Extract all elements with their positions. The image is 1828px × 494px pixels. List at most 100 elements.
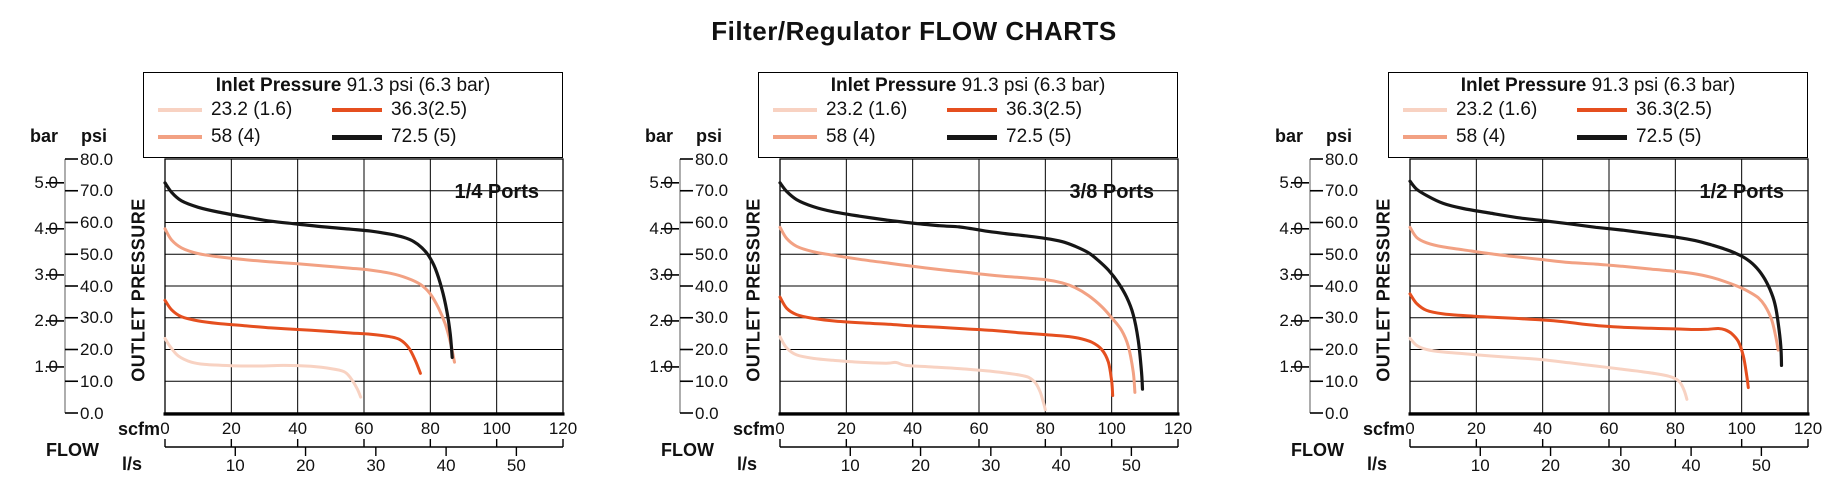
bar-tick-label: 1.0 bbox=[34, 357, 58, 377]
legend-label: 58 (4) bbox=[211, 126, 261, 147]
legend: Inlet Pressure 91.3 psi (6.3 bar) 23.2 (… bbox=[758, 72, 1178, 158]
ls-tick-label: 30 bbox=[366, 456, 386, 475]
psi-tick-label: 40.0 bbox=[1325, 276, 1359, 296]
ls-tick-label: 50 bbox=[1121, 456, 1141, 475]
y-axis-label: OUTLET PRESSURE bbox=[1373, 198, 1394, 382]
legend-entry: 58 (4) bbox=[1403, 126, 1506, 148]
legend-swatch-23-2 bbox=[158, 108, 202, 112]
page-title: Filter/Regulator FLOW CHARTS bbox=[711, 16, 1117, 46]
y-axis-label: OUTLET PRESSURE bbox=[743, 198, 764, 382]
psi-tick-label: 30.0 bbox=[695, 308, 729, 328]
bar-tick-label: 3.0 bbox=[649, 265, 673, 285]
curve-58-4- bbox=[778, 225, 1137, 394]
y-axis-label: OUTLET PRESSURE bbox=[128, 198, 149, 382]
curve-36-3-2-5- bbox=[1408, 292, 1750, 390]
bar-tick-label: 5.0 bbox=[649, 173, 673, 193]
legend-label: 36.3(2.5) bbox=[1636, 99, 1713, 120]
legend-entry: 23.2 (1.6) bbox=[158, 99, 292, 121]
scfm-unit-label: scfm bbox=[732, 419, 775, 439]
bar-tick-label: 4.0 bbox=[34, 219, 58, 239]
scfm-tick-label: 80 bbox=[1665, 419, 1685, 438]
scfm-tick-label: 120 bbox=[548, 419, 578, 438]
scfm-tick-label: 100 bbox=[482, 419, 511, 438]
legend-entry: 23.2 (1.6) bbox=[773, 99, 907, 121]
ls-tick-label: 20 bbox=[911, 456, 930, 475]
legend-swatch-58 bbox=[158, 135, 202, 139]
legend-title: Inlet Pressure 91.3 psi (6.3 bar) bbox=[1389, 75, 1807, 97]
scfm-tick-label: 20 bbox=[836, 419, 856, 438]
chart-canvas-three-eighth-ports bbox=[661, 158, 1180, 456]
bar-tick-label: 5.0 bbox=[1279, 173, 1303, 193]
ls-tick-label: 40 bbox=[436, 456, 456, 475]
scfm-tick-label: 0 bbox=[160, 419, 170, 438]
bar-axis-header: bar bbox=[1274, 126, 1303, 146]
curve-72-5-5- bbox=[778, 181, 1145, 391]
curve-23-2-1-6- bbox=[1408, 336, 1689, 401]
scfm-tick-label: 80 bbox=[420, 419, 440, 438]
psi-axis-header: psi bbox=[80, 126, 107, 146]
psi-tick-label: 10.0 bbox=[695, 371, 729, 391]
curve-72-5-5- bbox=[163, 181, 454, 359]
psi-tick-label: 80.0 bbox=[695, 149, 729, 169]
psi-tick-label: 80.0 bbox=[80, 149, 114, 169]
bar-tick-label: 2.0 bbox=[1279, 311, 1303, 331]
scfm-tick-label: 100 bbox=[1097, 419, 1126, 438]
psi-axis-header: psi bbox=[1325, 126, 1352, 146]
legend-entry: 36.3(2.5) bbox=[947, 99, 1082, 121]
legend-label: 23.2 (1.6) bbox=[826, 99, 908, 120]
psi-tick-label: 10.0 bbox=[1325, 371, 1359, 391]
bar-tick-label: 1.0 bbox=[1279, 357, 1303, 377]
legend-title-bold: Inlet Pressure bbox=[830, 75, 957, 96]
legend: Inlet Pressure 91.3 psi (6.3 bar) 23.2 (… bbox=[1388, 72, 1808, 158]
ls-tick-label: 10 bbox=[840, 456, 860, 475]
legend-label: 72.5 (5) bbox=[1636, 126, 1702, 147]
port-size-label: 3/8 Ports bbox=[1069, 181, 1154, 203]
psi-tick-label: 0.0 bbox=[80, 403, 104, 423]
curve-23-2-1-6- bbox=[778, 335, 1047, 412]
bar-axis-header: bar bbox=[29, 126, 58, 146]
ls-tick-label: 10 bbox=[225, 456, 245, 475]
legend-entry: 58 (4) bbox=[158, 126, 261, 148]
ls-tick-label: 20 bbox=[296, 456, 315, 475]
port-size-label: 1/2 Ports bbox=[1699, 181, 1784, 203]
legend-label: 58 (4) bbox=[1456, 126, 1506, 147]
curve-36-3-2-5- bbox=[778, 295, 1115, 397]
bar-tick-label: 5.0 bbox=[34, 173, 58, 193]
legend-title-bold: Inlet Pressure bbox=[1460, 75, 1587, 96]
psi-tick-label: 70.0 bbox=[80, 181, 114, 201]
legend-swatch-23-2 bbox=[773, 108, 817, 112]
ls-tick-label: 40 bbox=[1681, 456, 1701, 475]
psi-tick-label: 50.0 bbox=[1325, 244, 1359, 264]
psi-tick-label: 70.0 bbox=[1325, 181, 1359, 201]
psi-tick-label: 50.0 bbox=[695, 244, 729, 264]
scfm-tick-label: 60 bbox=[354, 419, 374, 438]
curve-58-4- bbox=[163, 227, 456, 364]
legend-title-value: 91.3 psi (6.3 bar) bbox=[1591, 75, 1736, 96]
legend-entry: 72.5 (5) bbox=[1577, 126, 1701, 148]
legend-label: 72.5 (5) bbox=[1006, 126, 1072, 147]
scfm-unit-label: scfm bbox=[117, 419, 160, 439]
legend-swatch-72-5 bbox=[947, 134, 997, 140]
scfm-tick-label: 40 bbox=[903, 419, 923, 438]
legend-entry: 72.5 (5) bbox=[947, 126, 1071, 148]
curve-72-5-5- bbox=[1408, 179, 1784, 367]
legend-label: 72.5 (5) bbox=[391, 126, 457, 147]
legend-swatch-36-3 bbox=[1577, 108, 1627, 112]
psi-tick-label: 70.0 bbox=[695, 181, 729, 201]
psi-tick-label: 60.0 bbox=[1325, 213, 1359, 232]
bar-tick-label: 4.0 bbox=[1279, 219, 1303, 239]
scfm-tick-label: 120 bbox=[1793, 419, 1823, 438]
bar-tick-label: 2.0 bbox=[34, 311, 58, 331]
scfm-tick-label: 40 bbox=[288, 419, 308, 438]
legend-swatch-72-5 bbox=[1577, 134, 1627, 140]
legend-entry: 58 (4) bbox=[773, 126, 876, 148]
bar-tick-label: 1.0 bbox=[649, 357, 673, 377]
scfm-tick-label: 40 bbox=[1533, 419, 1553, 438]
legend-title-bold: Inlet Pressure bbox=[215, 75, 342, 96]
scfm-tick-label: 80 bbox=[1035, 419, 1055, 438]
legend-label: 23.2 (1.6) bbox=[1456, 99, 1538, 120]
scfm-tick-label: 0 bbox=[775, 419, 785, 438]
legend-label: 58 (4) bbox=[826, 126, 876, 147]
scfm-tick-label: 60 bbox=[969, 419, 989, 438]
legend-swatch-58 bbox=[773, 135, 817, 139]
